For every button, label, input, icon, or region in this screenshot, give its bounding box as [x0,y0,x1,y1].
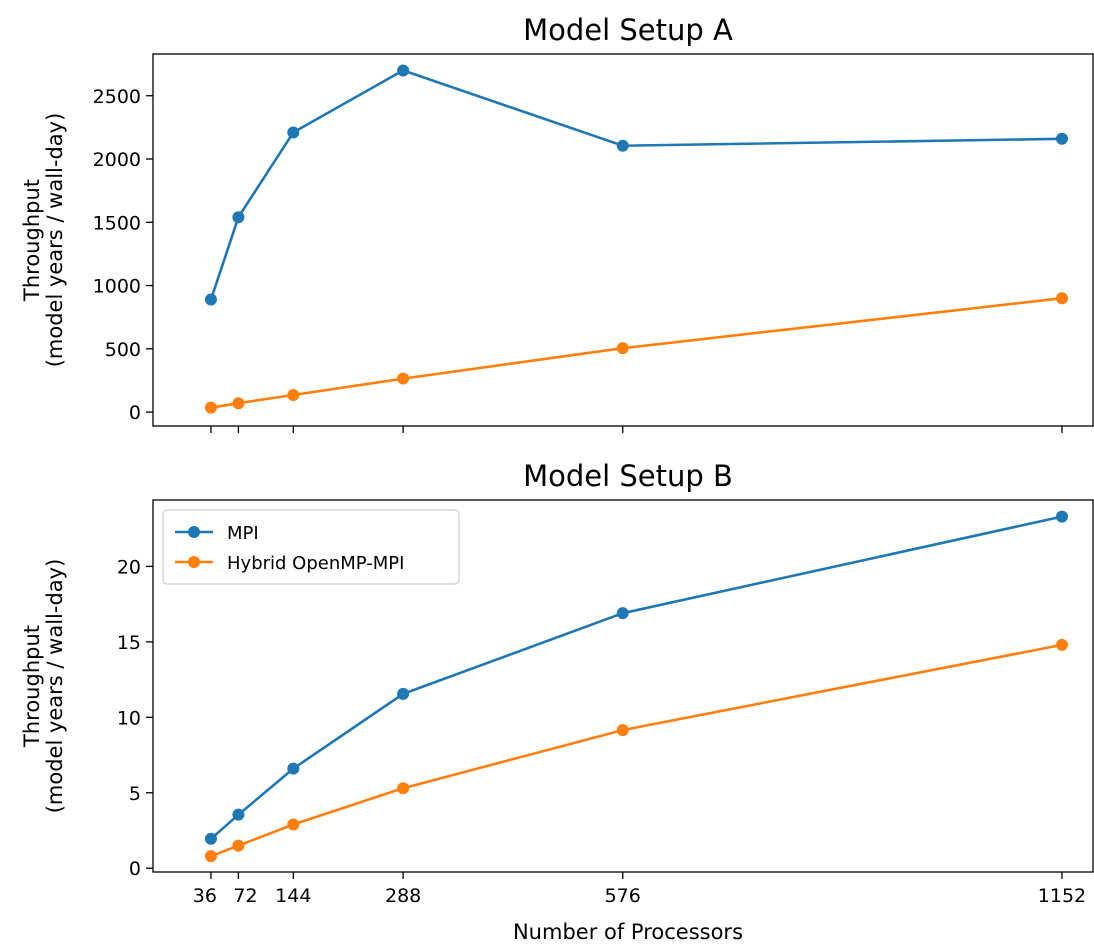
x-tick-label: 576 [605,885,641,907]
data-point-hybrid [616,724,629,737]
data-point-hybrid [397,372,410,385]
y-axis-label-line2: (model years / wall-day) [43,113,67,368]
data-point-hybrid [204,850,217,863]
data-point-hybrid [616,342,629,355]
data-point-hybrid [232,839,245,852]
y-tick-label: 0 [129,858,141,880]
data-point-mpi [204,293,217,306]
y-tick-label: 1000 [93,276,141,298]
y-tick-label: 20 [117,556,141,578]
series-line-hybrid [210,643,1063,858]
data-point-hybrid [232,397,245,410]
y-tick-label: 1500 [93,212,141,234]
y-tick-label: 5 [129,783,141,805]
data-point-hybrid [397,782,410,795]
data-point-hybrid [287,389,300,401]
legend-marker [188,526,200,538]
data-point-hybrid [1055,292,1068,305]
x-tick-label: 1152 [1038,885,1086,907]
plot-area: 0 500 1000 1500 2000 2500 [93,53,1094,433]
series-line-mpi [209,69,1063,300]
data-point-mpi [232,808,245,821]
legend-box [162,509,460,585]
data-point-hybrid [204,401,217,414]
data-point-mpi [287,126,300,139]
y-tick-label: 0 [129,402,141,424]
y-tick-label: 2000 [93,149,141,171]
plot-area: 0 5 10 15 20 36 72 144 288 576 1152 [117,499,1094,907]
data-point-mpi [232,211,245,224]
y-axis-label-line2: (model years / wall-day) [43,559,67,814]
series-line-mpi [210,515,1063,840]
data-point-mpi [287,762,300,775]
data-point-mpi [397,687,410,700]
y-tick-label: 2500 [93,86,141,108]
chart-panel-model-setup-a: Model Setup A 0 500 1000 1500 2000 2500 Throu… [20,13,1094,433]
data-point-mpi [616,607,629,620]
data-point-mpi [616,139,629,152]
x-tick-label: 72 [233,885,257,907]
data-point-mpi [204,832,217,845]
x-tick-label: 288 [385,885,421,907]
axes-frame [152,53,1094,427]
legend-label: Hybrid OpenMP-MPI [227,553,404,574]
data-point-mpi [397,64,410,77]
legend-marker [188,556,200,568]
series-line-hybrid [210,296,1063,409]
data-point-mpi [1055,132,1068,145]
data-point-mpi [1055,510,1068,523]
y-tick-label: 500 [105,339,141,361]
legend-label: MPI [227,523,259,544]
y-axis-label-line1: Throughput [20,179,44,302]
x-axis-label: Number of Processors [513,920,743,944]
x-tick-label: 36 [193,885,217,907]
y-axis-label-line1: Throughput [20,625,44,748]
x-tick-label: 144 [275,885,311,907]
y-tick-label: 10 [117,707,141,729]
data-point-hybrid [1055,638,1068,651]
chart-title: Model Setup A [523,13,733,47]
data-point-hybrid [287,818,300,831]
y-tick-label: 15 [117,632,141,654]
chart-title: Model Setup B [523,459,733,493]
